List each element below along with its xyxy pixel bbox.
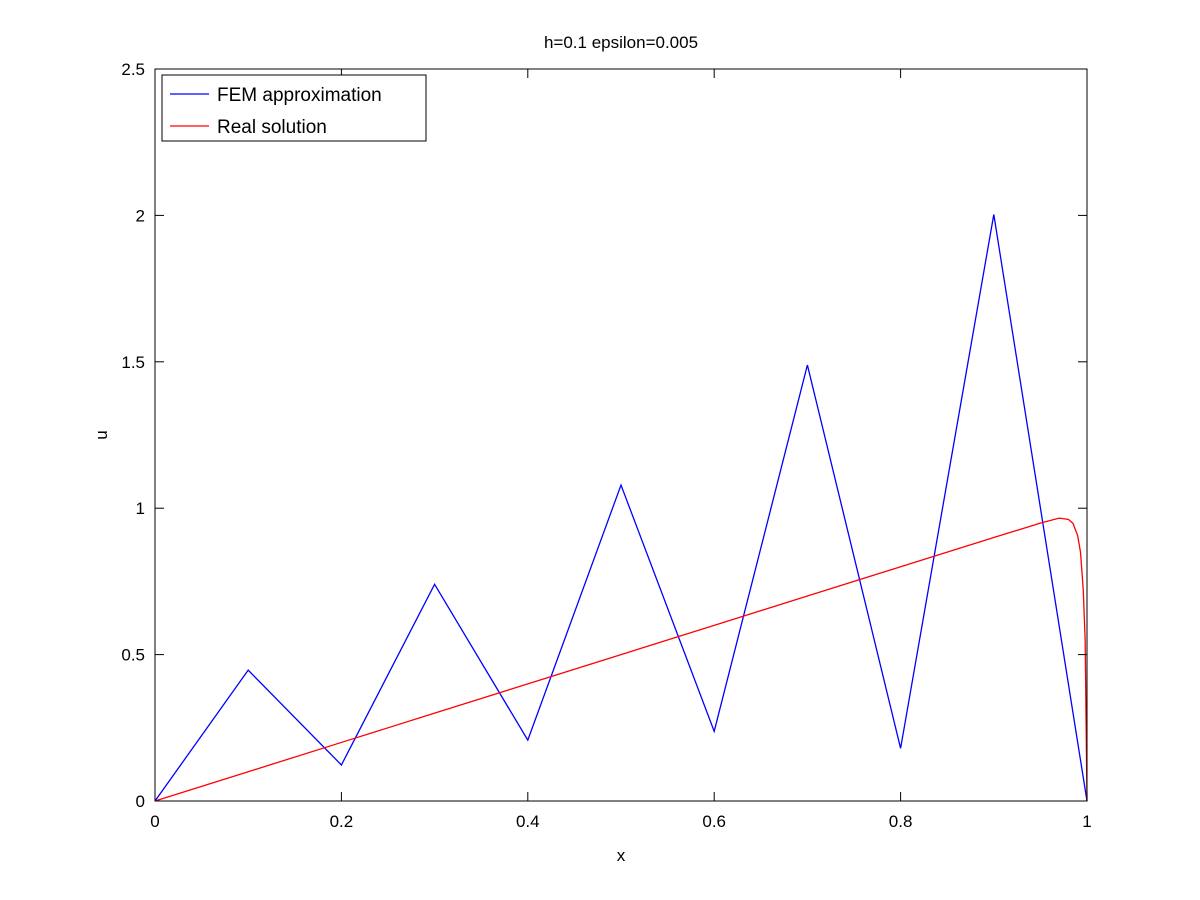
plot-frame — [154, 68, 1088, 802]
x-tick-label: 0.8 — [889, 812, 913, 831]
x-tick-label: 0.6 — [702, 812, 726, 831]
y-tick-label: 2.5 — [121, 60, 145, 79]
chart-title: h=0.1 epsilon=0.005 — [544, 33, 698, 52]
y-tick-label: 2 — [136, 206, 145, 225]
x-tick-label: 0.2 — [330, 812, 354, 831]
series-line-2 — [154, 517, 1088, 802]
y-tick-label: 0.5 — [121, 646, 145, 665]
y-tick-label: 1 — [136, 499, 145, 518]
legend: FEM approximation Real solution — [161, 74, 427, 142]
y-tick-label: 0 — [136, 792, 145, 811]
x-axis-label: x — [617, 846, 626, 865]
legend-label: Real solution — [217, 117, 327, 138]
legend-box — [161, 74, 427, 142]
x-tick-label: 0 — [150, 812, 159, 831]
series-line-1 — [154, 214, 1088, 802]
legend-label: FEM approximation — [217, 85, 382, 106]
x-tick-label: 0.4 — [516, 812, 540, 831]
ticks-layer: 0 0.2 0.4 0.6 0.8 1 0 0.5 1 1.5 2 2.5 — [121, 60, 1091, 831]
y-axis-label: u — [92, 430, 111, 439]
x-tick-label: 1 — [1082, 812, 1091, 831]
series-layer — [154, 214, 1088, 802]
y-tick-label: 1.5 — [121, 353, 145, 372]
